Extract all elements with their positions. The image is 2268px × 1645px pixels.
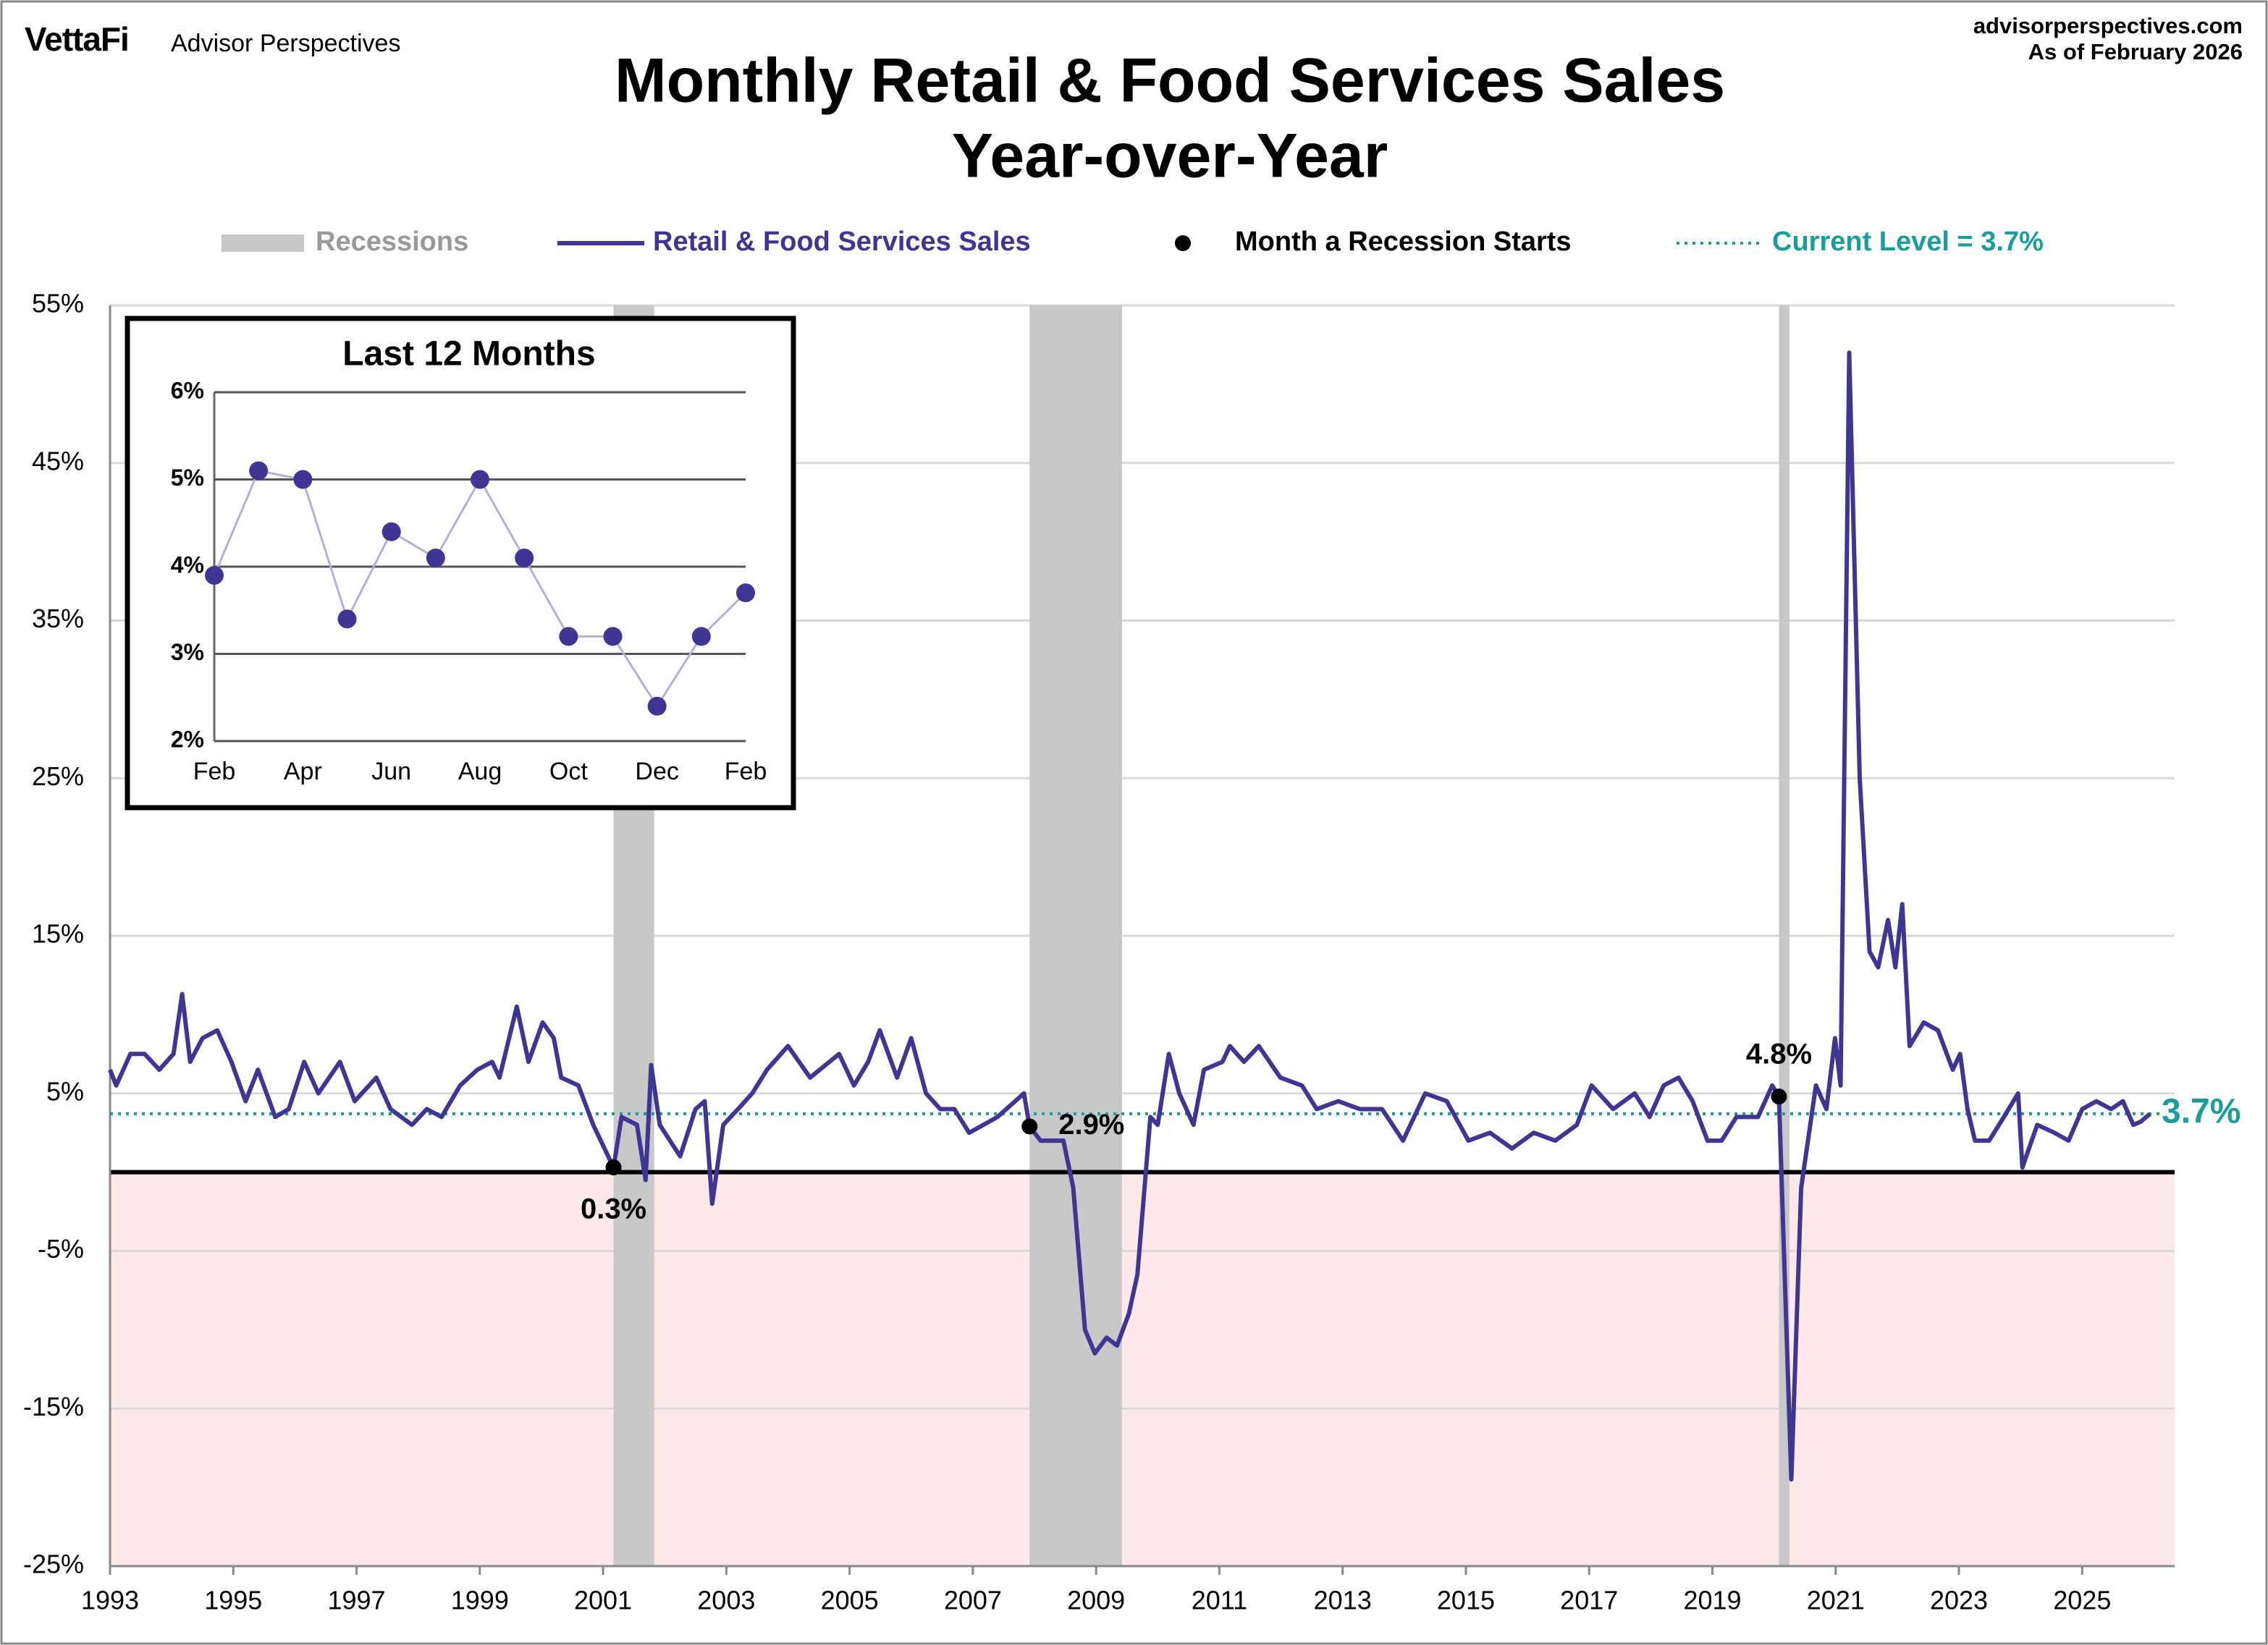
x-tick-label: 2013: [1314, 1586, 1372, 1615]
x-tick-label: 2023: [1930, 1586, 1988, 1615]
recession-start-dot: [605, 1159, 622, 1176]
inset-point: [381, 522, 401, 541]
current-level-label: 3.7%: [2162, 1093, 2240, 1131]
legend-label: Recessions: [316, 227, 468, 257]
inset-x-tick-label: Dec: [635, 758, 678, 785]
recession-start-label: 4.8%: [1746, 1039, 1812, 1070]
recession-start-dot: [1771, 1088, 1787, 1105]
legend-swatch: [1175, 235, 1191, 251]
x-tick-label: 2021: [1807, 1586, 1865, 1615]
recession-start-label: 0.3%: [581, 1193, 646, 1225]
inset-x-tick-label: Jun: [371, 758, 411, 785]
x-tick-label: 2019: [1683, 1586, 1741, 1615]
inset-title: Last 12 Months: [342, 335, 595, 373]
inset-point: [691, 627, 711, 646]
recession-band: [1029, 305, 1122, 1566]
chart-title: Monthly Retail & Food Services Sales: [615, 46, 1725, 116]
series-line: [108, 350, 2151, 1482]
y-tick-label: -15%: [23, 1392, 84, 1421]
inset-point: [205, 566, 224, 585]
inset-point: [515, 548, 534, 567]
recession-band: [1779, 305, 1789, 1566]
legend-label: Retail & Food Services Sales: [653, 227, 1031, 257]
inset-point: [736, 583, 755, 603]
x-tick-label: 2017: [1560, 1586, 1618, 1615]
inset-point: [426, 548, 445, 567]
x-tick-label: 2001: [574, 1586, 632, 1615]
y-tick-label: 25%: [32, 761, 84, 791]
inset-x-tick-label: Feb: [725, 758, 767, 785]
inset-point: [603, 627, 623, 646]
y-tick-label: 15%: [32, 919, 84, 949]
x-tick-label: 2015: [1437, 1586, 1495, 1615]
inset-y-tick-label: 6%: [171, 377, 204, 403]
inset-x-tick-label: Apr: [284, 758, 322, 785]
inset-point: [471, 470, 489, 489]
inset-y-tick-label: 4%: [171, 551, 204, 578]
x-tick-label: 2025: [2053, 1586, 2111, 1615]
x-tick-label: 1993: [81, 1586, 139, 1615]
x-tick-label: 2005: [821, 1586, 879, 1615]
brand: VettaFi: [25, 20, 129, 58]
x-tick-label: 1997: [327, 1586, 385, 1615]
inset-y-tick-label: 2%: [171, 726, 204, 752]
recession-start-dot: [1021, 1118, 1038, 1135]
inset-point: [647, 696, 667, 716]
inset-point: [293, 470, 313, 489]
y-tick-label: -5%: [38, 1234, 84, 1264]
y-tick-label: 55%: [32, 289, 84, 318]
y-tick-label: -25%: [23, 1549, 84, 1579]
inset-y-tick-label: 3%: [171, 639, 204, 665]
site: advisorperspectives.com: [1973, 13, 2243, 38]
y-tick-label: 45%: [32, 446, 84, 475]
x-tick-label: 2009: [1067, 1586, 1125, 1615]
brand-sub: Advisor Perspectives: [171, 30, 400, 57]
inset-x-tick-label: Feb: [193, 758, 236, 785]
as-of: As of February 2026: [2028, 39, 2243, 64]
legend-label: Current Level = 3.7%: [1772, 227, 2044, 257]
inset-point: [249, 461, 269, 481]
inset-frame: [125, 316, 796, 811]
x-tick-label: 2011: [1192, 1586, 1247, 1615]
chart-subtitle: Year-over-Year: [952, 122, 1388, 191]
legend-swatch: [222, 234, 304, 252]
x-tick-label: 2007: [944, 1586, 1002, 1615]
recession-start-label: 2.9%: [1058, 1109, 1124, 1141]
x-tick-label: 1999: [451, 1586, 509, 1615]
inset-point: [337, 609, 357, 629]
x-tick-label: 1995: [204, 1586, 262, 1615]
inset-y-tick-label: 5%: [171, 465, 204, 491]
y-tick-label: 35%: [32, 604, 84, 633]
legend-label: Month a Recession Starts: [1235, 227, 1572, 257]
inset-x-tick-label: Aug: [458, 758, 502, 785]
inset-x-tick-label: Oct: [549, 758, 588, 785]
y-tick-label: 5%: [46, 1076, 84, 1106]
inset-point: [559, 627, 578, 646]
x-tick-label: 2003: [697, 1586, 755, 1615]
